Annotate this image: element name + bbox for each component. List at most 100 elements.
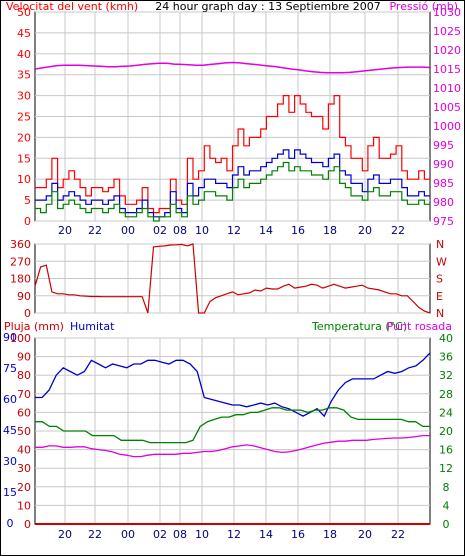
climate-x-tick-label: 16 bbox=[291, 528, 305, 541]
climate-x-tick-label: 18 bbox=[323, 528, 337, 541]
chart-title: 24 hour graph day : 13 Septiembre 2007 bbox=[155, 0, 380, 13]
wind-y-tick-label: 35 bbox=[17, 69, 31, 82]
climate-x-tick-label: 20 bbox=[358, 528, 372, 541]
series-dewpoint bbox=[35, 434, 430, 458]
pressure-y-tick-label: 1030 bbox=[433, 6, 461, 19]
wind-x-tick-label: 14 bbox=[259, 224, 273, 237]
compass-tick-label: E bbox=[436, 290, 443, 303]
dewpoint-title: Punt rosada bbox=[387, 320, 452, 333]
series-direction bbox=[34, 243, 431, 314]
climate-x-tick-label: 12 bbox=[227, 528, 241, 541]
series-temperature bbox=[35, 407, 430, 444]
rain-y-tick-label: 0 bbox=[24, 518, 31, 531]
rain-y-tick-label: 60 bbox=[17, 406, 31, 419]
direction-y-tick-label: 360 bbox=[10, 238, 31, 251]
wind-x-tick-label: 08 bbox=[173, 224, 187, 237]
wind-x-tick-label: 02 bbox=[153, 224, 167, 237]
wind-x-tick-label: 20 bbox=[58, 224, 72, 237]
humidity-y-tick-label: 90 bbox=[3, 331, 17, 344]
pressure-y-tick-label: 1015 bbox=[433, 63, 461, 76]
series-humidity bbox=[35, 352, 431, 418]
temperature-y-tick-label: 36 bbox=[439, 351, 453, 364]
climate-x-tick-label: 14 bbox=[259, 528, 273, 541]
wind-title: Velocitat del vent (kmh) bbox=[6, 0, 138, 13]
pressure-y-tick-label: 990 bbox=[433, 158, 454, 171]
temperature-y-tick-label: 40 bbox=[439, 332, 453, 345]
wind-y-tick-label: 45 bbox=[17, 27, 31, 40]
temperature-y-tick-label: 8 bbox=[443, 481, 450, 494]
temperature-y-tick-label: 32 bbox=[439, 369, 453, 382]
rain-y-tick-label: 70 bbox=[17, 388, 31, 401]
compass-tick-label: N bbox=[436, 307, 444, 320]
compass-tick-label: N bbox=[436, 238, 444, 251]
humidity-y-tick-label: 60 bbox=[3, 393, 17, 406]
temperature-y-tick-label: 24 bbox=[439, 406, 453, 419]
direction-y-tick-label: 0 bbox=[24, 307, 31, 320]
rain-y-tick-label: 30 bbox=[17, 462, 31, 475]
wind-y-tick-label: 40 bbox=[17, 48, 31, 61]
temperature-title: Temperatura (°C) bbox=[311, 320, 407, 333]
wind-x-tick-label: 10 bbox=[195, 224, 209, 237]
wind-x-tick-label: 20 bbox=[358, 224, 372, 237]
wind-y-tick-label: 10 bbox=[17, 173, 31, 186]
climate-x-tick-label: 02 bbox=[153, 528, 167, 541]
climate-x-tick-label: 00 bbox=[121, 528, 135, 541]
wind-x-tick-label: 12 bbox=[227, 224, 241, 237]
pressure-y-tick-label: 1010 bbox=[433, 82, 461, 95]
wind-x-tick-label: 16 bbox=[291, 224, 305, 237]
climate-x-tick-label: 22 bbox=[88, 528, 102, 541]
rain-y-tick-label: 20 bbox=[17, 481, 31, 494]
humidity-y-tick-label: 0 bbox=[7, 517, 14, 530]
pressure-y-tick-label: 1005 bbox=[433, 101, 461, 114]
wind-y-tick-label: 0 bbox=[24, 215, 31, 228]
climate-x-tick-label: 20 bbox=[58, 528, 72, 541]
wind-x-tick-label: 00 bbox=[121, 224, 135, 237]
direction-y-tick-label: 270 bbox=[10, 255, 31, 268]
climate-x-tick-label: 10 bbox=[195, 528, 209, 541]
pressure-title: Pressió (mb) bbox=[389, 0, 458, 13]
humidity-y-tick-label: 75 bbox=[3, 362, 17, 375]
pressure-y-tick-label: 995 bbox=[433, 139, 454, 152]
pressure-y-tick-label: 975 bbox=[433, 215, 454, 228]
humidity-y-tick-label: 30 bbox=[3, 455, 17, 468]
direction-y-tick-label: 180 bbox=[10, 273, 31, 286]
wind-y-tick-label: 15 bbox=[17, 152, 31, 165]
rain-y-tick-label: 80 bbox=[17, 369, 31, 382]
rain-y-tick-label: 40 bbox=[17, 444, 31, 457]
pressure-y-tick-label: 1020 bbox=[433, 44, 461, 57]
wind-y-tick-label: 30 bbox=[17, 90, 31, 103]
compass-tick-label: W bbox=[436, 255, 447, 268]
humidity-title: Humitat bbox=[70, 320, 115, 333]
rain-title: Pluja (mm) bbox=[4, 320, 64, 333]
wind-x-tick-label: 18 bbox=[323, 224, 337, 237]
climate-x-tick-label: 22 bbox=[391, 528, 405, 541]
wind-x-tick-label: 22 bbox=[391, 224, 405, 237]
climate-x-tick-label: 08 bbox=[173, 528, 187, 541]
direction-y-tick-label: 90 bbox=[17, 290, 31, 303]
pressure-y-tick-label: 1025 bbox=[433, 25, 461, 38]
pressure-y-tick-label: 1000 bbox=[433, 120, 461, 133]
temperature-y-tick-label: 20 bbox=[439, 425, 453, 438]
wind-y-tick-label: 5 bbox=[24, 194, 31, 207]
rain-y-tick-label: 90 bbox=[17, 351, 31, 364]
series-pressure bbox=[34, 61, 431, 74]
rain-y-tick-label: 50 bbox=[17, 425, 31, 438]
wind-y-tick-label: 20 bbox=[17, 131, 31, 144]
wind-y-tick-label: 50 bbox=[17, 6, 31, 19]
humidity-y-tick-label: 15 bbox=[3, 486, 17, 499]
rain-y-tick-label: 10 bbox=[17, 499, 31, 512]
temperature-y-tick-label: 0 bbox=[443, 518, 450, 531]
wind-x-tick-label: 22 bbox=[88, 224, 102, 237]
pressure-y-tick-label: 980 bbox=[433, 196, 454, 209]
temperature-y-tick-label: 16 bbox=[439, 444, 453, 457]
compass-tick-label: S bbox=[436, 273, 443, 286]
series-wind-green bbox=[35, 161, 430, 222]
rain-y-tick-label: 100 bbox=[10, 332, 31, 345]
pressure-y-tick-label: 985 bbox=[433, 177, 454, 190]
series-wind-gust bbox=[35, 95, 430, 214]
humidity-y-tick-label: 45 bbox=[3, 424, 17, 437]
temperature-y-tick-label: 28 bbox=[439, 388, 453, 401]
wind-y-tick-label: 25 bbox=[17, 111, 31, 124]
